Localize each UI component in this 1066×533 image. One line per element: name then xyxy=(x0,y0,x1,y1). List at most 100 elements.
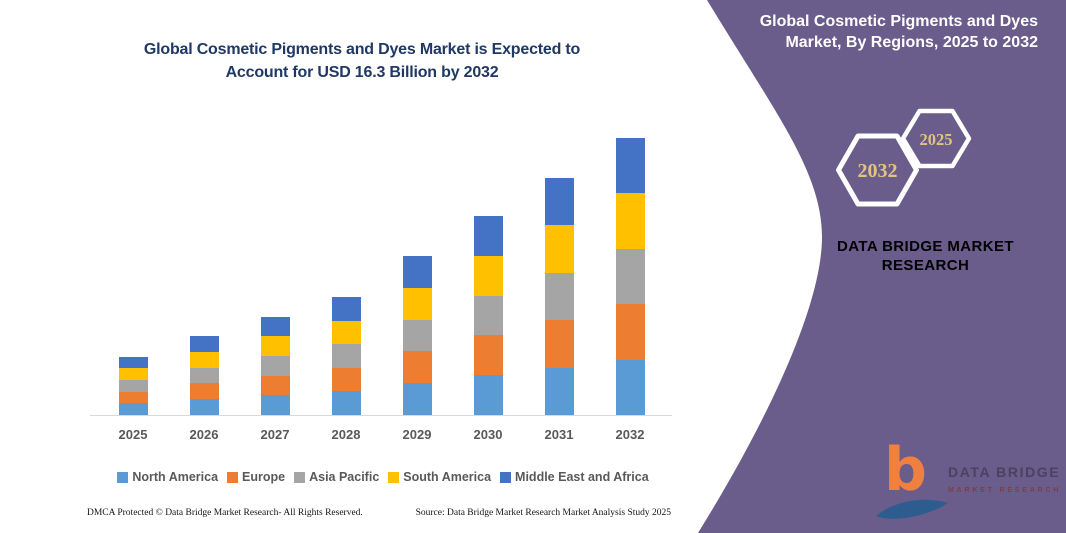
hexagon-year-badges: 2032 2025 xyxy=(836,108,972,207)
legend-color-swatch xyxy=(500,471,512,483)
stacked-bar-chart: 2025 2026 2027 2028 2029 2030 2031 2032 xyxy=(90,138,672,442)
bar-segment xyxy=(473,335,503,376)
bar-segment xyxy=(260,395,290,415)
bar-segment xyxy=(473,375,503,415)
bar-segment xyxy=(189,383,219,400)
bar-segment xyxy=(402,351,432,384)
bar-segment xyxy=(402,383,432,415)
bar-segment xyxy=(615,193,645,249)
bar-segment xyxy=(118,356,148,369)
bar-segment xyxy=(473,295,503,336)
bar-2029 xyxy=(402,256,432,415)
x-axis-label: 2028 xyxy=(331,427,361,442)
logo-tagline: MARKET RESEARCH xyxy=(948,487,1062,494)
bar-2026 xyxy=(189,336,219,415)
x-axis-label: 2029 xyxy=(402,427,432,442)
bar-segment xyxy=(260,336,290,356)
hexagon-2032 xyxy=(836,133,919,207)
bar-segment xyxy=(260,375,290,396)
bar-segment xyxy=(189,336,219,352)
bar-segment xyxy=(402,256,432,288)
bar-segment xyxy=(544,178,574,226)
logo-company-name: DATA BRIDGE xyxy=(948,464,1060,484)
logo-swoosh-icon xyxy=(876,499,948,519)
bar-segment xyxy=(615,138,645,194)
legend-color-swatch xyxy=(388,471,400,483)
legend-label: North America xyxy=(132,470,219,484)
side-panel-title: Global Cosmetic Pigments and Dyes Market… xyxy=(728,11,1038,53)
bar-segment xyxy=(402,287,432,320)
bar-segment xyxy=(544,225,574,273)
legend-color-swatch xyxy=(294,471,306,483)
bar-segment xyxy=(331,391,361,415)
bar-2028 xyxy=(331,297,361,415)
bar-segment xyxy=(118,379,148,392)
side-panel-shape xyxy=(698,0,1066,533)
bar-segment xyxy=(402,319,432,352)
bar-segment xyxy=(544,272,574,321)
bar-segment xyxy=(544,367,574,415)
x-axis-label: 2025 xyxy=(118,427,148,442)
footer-dmca-text: DMCA Protected © Data Bridge Market Rese… xyxy=(87,508,363,518)
bar-2030 xyxy=(473,216,503,415)
legend-color-swatch xyxy=(117,471,129,483)
bar-segment xyxy=(260,316,290,337)
chart-main-title-line1: Global Cosmetic Pigments and Dyes Market… xyxy=(143,41,581,58)
bar-segment xyxy=(118,391,148,404)
legend-label: Middle East and Africa xyxy=(515,470,649,484)
hexagon-2025 xyxy=(900,108,972,169)
bar-segment xyxy=(473,216,503,256)
legend-item: Europe xyxy=(227,470,285,484)
chart-main-title-line2: Account for USD 16.3 Billion by 2032 xyxy=(225,64,499,81)
bar-2027 xyxy=(260,316,290,415)
legend-item: Middle East and Africa xyxy=(500,470,649,484)
logo-b-monogram: b xyxy=(884,435,927,505)
bar-2025 xyxy=(118,356,148,415)
bar-2031 xyxy=(544,178,574,415)
x-axis-label: 2027 xyxy=(260,427,290,442)
bar-segment xyxy=(615,304,645,360)
bar-segment xyxy=(615,248,645,305)
x-axis-label: 2030 xyxy=(473,427,503,442)
chart-main-title: Global Cosmetic Pigments and Dyes Market… xyxy=(62,38,662,84)
brand-wordmark-line1: DATA BRIDGE MARKET xyxy=(837,238,1014,255)
bar-segment xyxy=(331,344,361,368)
side-panel-title-line2: Market, By Regions, 2025 to 2032 xyxy=(785,34,1038,51)
bar-segment xyxy=(544,320,574,368)
bar-segment xyxy=(331,297,361,321)
x-axis-line xyxy=(90,415,672,416)
logo-text-block: DATA BRIDGE MARKET RESEARCH xyxy=(948,464,1060,494)
bar-segment xyxy=(615,359,645,415)
brand-wordmark: DATA BRIDGE MARKET RESEARCH xyxy=(808,237,1043,275)
legend-item: South America xyxy=(388,470,491,484)
bar-segment xyxy=(189,367,219,384)
dbmr-logo: b DATA BRIDGE MARKET RESEARCH xyxy=(876,440,1060,527)
legend-label: Asia Pacific xyxy=(309,470,380,484)
bar-segment xyxy=(331,320,361,345)
legend-color-swatch xyxy=(227,471,239,483)
legend-label: Europe xyxy=(242,470,286,484)
legend-item: North America xyxy=(117,470,218,484)
x-axis-label: 2026 xyxy=(189,427,219,442)
footer-source-text: Source: Data Bridge Market Research Mark… xyxy=(415,508,671,518)
hexagon-2032-label: 2032 xyxy=(858,160,898,182)
bar-segment xyxy=(260,355,290,376)
bar-2032 xyxy=(615,138,645,415)
chart-legend: North America Europe Asia Pacific South Ame… xyxy=(95,470,671,484)
bar-segment xyxy=(118,368,148,380)
hexagon-2025-label: 2025 xyxy=(920,130,953,149)
bar-segment xyxy=(473,255,503,296)
x-axis-label: 2032 xyxy=(615,427,645,442)
legend-label: South America xyxy=(403,470,492,484)
side-panel-title-line1: Global Cosmetic Pigments and Dyes xyxy=(759,13,1038,30)
x-axis-label: 2031 xyxy=(544,427,574,442)
footer: DMCA Protected © Data Bridge Market Rese… xyxy=(87,508,671,518)
legend-item: Asia Pacific xyxy=(294,470,379,484)
bar-segment xyxy=(189,351,219,368)
bar-segment xyxy=(331,367,361,392)
bar-segment xyxy=(189,399,219,415)
brand-wordmark-line2: RESEARCH xyxy=(881,257,970,274)
bar-segment xyxy=(118,403,148,415)
